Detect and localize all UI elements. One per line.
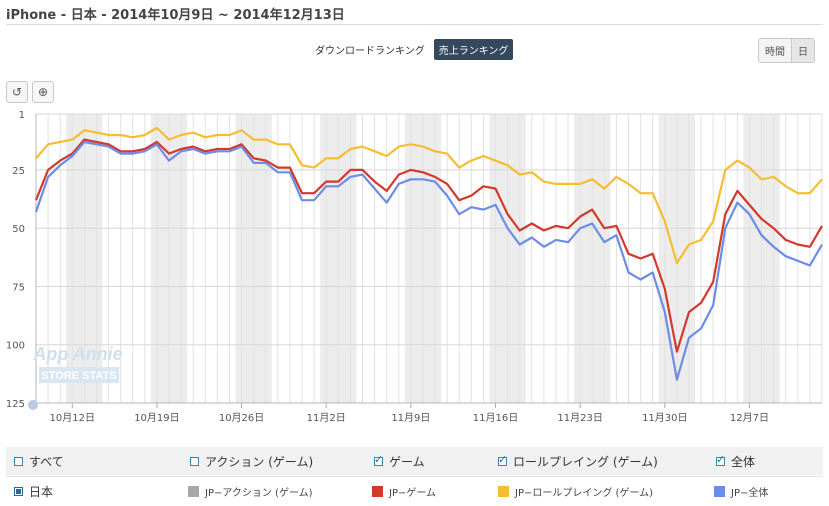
- page-title: iPhone - 日本 - 2014年10月9日 ~ 2014年12月13日: [6, 8, 345, 23]
- filter-overall[interactable]: 全体: [716, 447, 755, 475]
- checkbox-action-game[interactable]: [190, 456, 199, 466]
- y-tick-label: 75: [12, 282, 25, 293]
- checkbox-all[interactable]: [14, 456, 23, 466]
- legend-item-game[interactable]: JP−ゲーム: [372, 477, 436, 505]
- country-japan[interactable]: 日本: [14, 477, 53, 505]
- x-tick-label: 12月7日: [730, 412, 769, 424]
- filter-game-label: ゲーム: [389, 454, 425, 469]
- country-label: 日本: [29, 484, 54, 499]
- category-filter-row: すべて アクション (ゲーム) ゲーム ロールプレイング (ゲーム) 全体: [6, 447, 823, 475]
- series-line-1: [34, 138, 823, 353]
- filter-game[interactable]: ゲーム: [374, 447, 425, 475]
- legend-item-action[interactable]: JP−アクション (ゲーム): [188, 477, 313, 505]
- y-tick-label: 25: [12, 166, 25, 177]
- x-tick-label: 11月16日: [473, 412, 518, 424]
- title-divider: [6, 24, 823, 25]
- ranking-tabs: ダウンロードランキング 売上ランキング: [310, 39, 514, 60]
- tab-sales-ranking[interactable]: 売上ランキング: [433, 39, 514, 60]
- rotate-ccw-icon: ↺: [11, 85, 23, 99]
- watermark-line2: STORE STATS: [41, 370, 116, 382]
- series-line-2: [34, 140, 823, 381]
- app-annie-watermark: App Annie STORE STATS: [28, 344, 123, 410]
- x-tick-label: 11月23日: [557, 412, 602, 424]
- y-tick-label: 1: [19, 110, 25, 121]
- legend-swatch-action: [188, 485, 199, 497]
- period-hour-button[interactable]: 時間: [759, 39, 791, 62]
- filter-overall-label: 全体: [731, 454, 756, 469]
- filter-roleplaying-game-label: ロールプレイング (ゲーム): [513, 454, 658, 469]
- legend-swatch-overall: [714, 485, 725, 497]
- filter-roleplaying-game[interactable]: ロールプレイング (ゲーム): [498, 447, 658, 475]
- legend-label-game: JP−ゲーム: [389, 487, 437, 499]
- zoom-icon: ⊕: [37, 85, 49, 99]
- legend-label-roleplaying: JP−ロールプレイング (ゲーム): [515, 487, 654, 499]
- checkbox-overall[interactable]: [716, 453, 725, 466]
- x-tick-label: 10月12日: [50, 412, 95, 424]
- y-tick-label: 125: [6, 399, 25, 410]
- filter-all-label: すべて: [29, 454, 64, 469]
- legend-label-action: JP−アクション (ゲーム): [205, 487, 313, 499]
- x-tick-label: 11月2日: [307, 412, 346, 424]
- series-line-0: [35, 126, 823, 265]
- filter-action-game[interactable]: アクション (ゲーム): [190, 447, 313, 475]
- radio-japan[interactable]: [14, 486, 23, 496]
- x-tick-label: 10月26日: [219, 412, 264, 424]
- checkbox-game[interactable]: [374, 453, 383, 466]
- checkbox-roleplaying-game[interactable]: [498, 453, 507, 466]
- period-day-button[interactable]: 日: [791, 39, 814, 62]
- x-tick-label: 11月30日: [642, 412, 687, 424]
- tab-download-ranking[interactable]: ダウンロードランキング: [315, 46, 425, 57]
- filter-all[interactable]: すべて: [14, 447, 64, 475]
- x-tick-label: 11月9日: [391, 412, 430, 424]
- period-toggle: 時間 日: [758, 38, 815, 63]
- legend-item-overall[interactable]: JP−全体: [714, 477, 768, 505]
- series-legend-row: 日本 JP−アクション (ゲーム) JP−ゲーム JP−ロールプレイング (ゲー…: [6, 476, 823, 505]
- watermark-line1: App Annie: [32, 344, 122, 364]
- zoom-button[interactable]: ⊕: [32, 81, 54, 103]
- reset-zoom-button[interactable]: ↺: [6, 81, 28, 103]
- legend-swatch-game: [372, 485, 383, 497]
- legend-label-overall: JP−全体: [731, 487, 769, 499]
- y-tick-label: 50: [12, 224, 25, 235]
- filter-action-game-label: アクション (ゲーム): [205, 454, 314, 469]
- y-tick-label: 100: [6, 341, 25, 352]
- legend-item-roleplaying[interactable]: JP−ロールプレイング (ゲーム): [498, 477, 653, 505]
- x-tick-label: 10月19日: [134, 412, 179, 424]
- legend-swatch-roleplaying: [498, 485, 509, 497]
